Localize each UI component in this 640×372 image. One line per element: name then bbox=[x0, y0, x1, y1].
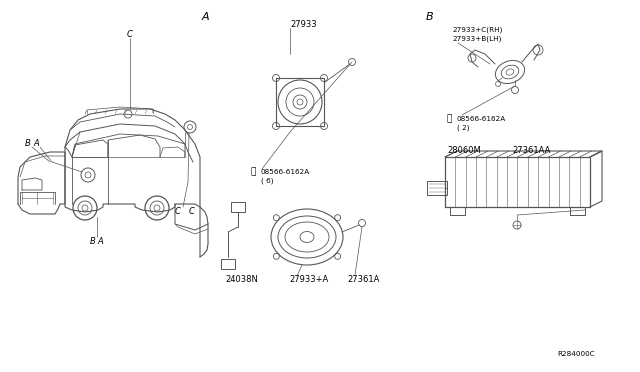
Text: 27933+B(LH): 27933+B(LH) bbox=[452, 36, 501, 42]
Text: ( 2): ( 2) bbox=[457, 125, 470, 131]
Text: 27361A: 27361A bbox=[347, 276, 380, 285]
Text: Ⓢ: Ⓢ bbox=[250, 167, 256, 176]
Text: 24038N: 24038N bbox=[225, 276, 258, 285]
Text: 27933+A: 27933+A bbox=[289, 276, 328, 285]
Text: 28060M: 28060M bbox=[447, 145, 481, 154]
Bar bbox=[427, 181, 447, 195]
Text: A: A bbox=[33, 138, 39, 148]
Text: C: C bbox=[189, 206, 195, 215]
Text: 27933+C(RH): 27933+C(RH) bbox=[452, 27, 502, 33]
Text: B: B bbox=[426, 12, 434, 22]
Text: 27361AA: 27361AA bbox=[512, 145, 550, 154]
Text: R284000C: R284000C bbox=[557, 351, 595, 357]
Text: B: B bbox=[90, 237, 96, 246]
Bar bbox=[221, 259, 235, 269]
Text: 27933: 27933 bbox=[290, 19, 317, 29]
Bar bbox=[276, 78, 324, 126]
Bar bbox=[231, 202, 245, 212]
Text: A: A bbox=[97, 237, 103, 246]
Text: B: B bbox=[25, 138, 31, 148]
Text: A: A bbox=[201, 12, 209, 22]
Text: 08566-6162A: 08566-6162A bbox=[457, 116, 506, 122]
Text: 08566-6162A: 08566-6162A bbox=[261, 169, 310, 175]
Text: C: C bbox=[127, 29, 133, 38]
Text: ( 6): ( 6) bbox=[261, 178, 273, 184]
Text: C: C bbox=[175, 206, 181, 215]
Text: Ⓢ: Ⓢ bbox=[446, 115, 452, 124]
